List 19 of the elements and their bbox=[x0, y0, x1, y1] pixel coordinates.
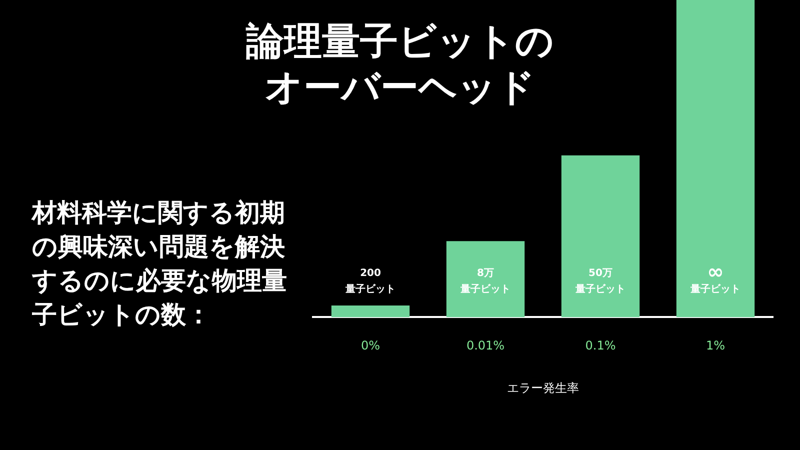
annotation: 50万 bbox=[588, 268, 612, 279]
annotation: 量子ビット bbox=[574, 282, 626, 295]
bar bbox=[446, 241, 525, 318]
annotation: 200 bbox=[360, 268, 381, 279]
bar bbox=[676, 0, 755, 318]
text: 論理量子ビットのオーバーヘッド bbox=[244, 18, 555, 110]
annotation: 量子ビット bbox=[460, 282, 510, 295]
x-tick-label: 1% bbox=[706, 338, 726, 353]
x-tick-label: 0% bbox=[360, 338, 380, 353]
annotation: 8万 bbox=[477, 268, 494, 279]
annotation: ∞ bbox=[707, 259, 724, 284]
bar bbox=[561, 155, 640, 318]
x-tick-label: 0.1% bbox=[585, 338, 616, 353]
bar bbox=[331, 305, 410, 318]
annotation: 量子ビット bbox=[344, 282, 396, 295]
x-tick-label: 0.01% bbox=[466, 338, 505, 353]
text: 材料科学に関する初期の興味深い問題を解決するのに必要な物理量子ビットの数： bbox=[32, 197, 288, 331]
annotation: 量子ビット bbox=[690, 282, 740, 295]
x-axis-title: エラー発生率 bbox=[507, 380, 579, 395]
